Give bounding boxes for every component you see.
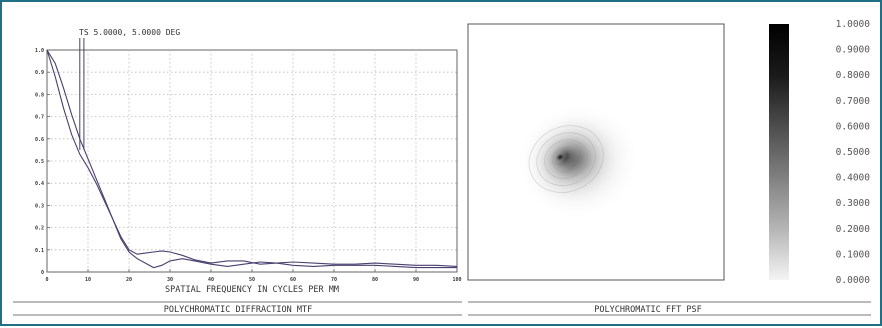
psf-intensity-blob (518, 104, 638, 218)
mtf-y-tick-label: 0.5 (35, 159, 44, 165)
mtf-y-ticks: 0 0.1 0.2 0.3 0.4 0.5 0.6 0.7 0.8 0.9 1.0 (35, 48, 50, 276)
mtf-x-tick-label: 70 (331, 277, 337, 283)
mtf-y-tick-label: 0.4 (35, 181, 44, 187)
colorbar-tick-label: 0.2000 (836, 224, 871, 235)
mtf-x-tick-label: 50 (249, 277, 255, 283)
psf-intensity-ring-5 (552, 150, 568, 164)
mtf-series-group (46, 49, 458, 269)
mtf-x-tick-label: 20 (126, 277, 132, 283)
psf-colorbar: 1.0000 0.9000 0.8000 0.7000 0.6000 0.5000 0.40… (769, 19, 870, 286)
mtf-series-line-2 (46, 49, 458, 267)
mtf-x-tick-label: 60 (290, 277, 296, 283)
mtf-chart: 0 10 20 30 40 50 60 70 80 90 100 00.10.20.30.40.50… (35, 28, 462, 295)
psf-map (467, 23, 725, 281)
mtf-x-tick-label: 10 (85, 277, 91, 283)
colorbar-tick-label: 1.0000 (836, 19, 871, 30)
mtf-grid (47, 50, 457, 272)
mtf-x-tick-label: 90 (413, 277, 419, 283)
mtf-y-tick-label: 0.8 (35, 92, 44, 98)
colorbar-tick-label: 0.7000 (836, 96, 871, 107)
psf-diffraction-ring-3 (536, 132, 596, 186)
mtf-x-tick-label: 0 (45, 277, 48, 283)
mtf-y-tick-label: 0.6 (35, 137, 44, 143)
mtf-y-tick-label: 1.0 (35, 48, 44, 54)
colorbar-tick-label: 0.9000 (836, 45, 871, 56)
mtf-y-tick-label: 0.3 (35, 203, 44, 209)
colorbar-tick-label: 0.4000 (836, 173, 871, 184)
colorbar-gradient (769, 24, 789, 280)
psf-diffraction-ring-4 (528, 125, 604, 193)
mtf-x-tick-label: 100 (452, 277, 461, 283)
mtf-y-tick-label: 0.7 (35, 115, 44, 121)
colorbar-tick-label: 0.1000 (836, 249, 871, 260)
colorbar-ticks: 1.0000 0.9000 0.8000 0.7000 0.6000 0.5000 0.40… (836, 19, 871, 286)
mtf-y-tick-label: 0.1 (35, 248, 44, 254)
mtf-x-ticks: 0 10 20 30 40 50 60 70 80 90 100 (45, 269, 462, 283)
mtf-y-tick-label: 0.9 (35, 70, 44, 76)
colorbar-tick-label: 0.0000 (836, 275, 871, 286)
mtf-caption: POLYCHROMATIC DIFFRACTION MTF (164, 305, 312, 315)
psf-diffraction-ring-1 (552, 146, 581, 172)
mtf-y-tick-label: 0 (41, 270, 44, 276)
mtf-x-tick-label: 30 (167, 277, 173, 283)
mtf-series-line-1 (46, 49, 457, 269)
mtf-field-annotation: TS 5.0000, 5.0000 DEG (79, 28, 180, 37)
psf-caption: POLYCHROMATIC FFT PSF (594, 305, 701, 315)
colorbar-tick-label: 0.6000 (836, 121, 871, 132)
mtf-x-axis-label: SPATIAL FREQUENCY IN CYCLES PER MM (165, 285, 339, 295)
colorbar-tick-label: 0.8000 (836, 70, 871, 81)
mtf-x-tick-label: 40 (208, 277, 214, 283)
psf-diffraction-ring-2 (544, 139, 589, 179)
colorbar-tick-label: 0.5000 (836, 147, 871, 158)
mtf-x-tick-label: 80 (372, 277, 378, 283)
mtf-annotation-group (79, 38, 85, 150)
mtf-y-tick-label: 0.2 (35, 226, 44, 232)
colorbar-tick-label: 0.3000 (836, 198, 871, 209)
